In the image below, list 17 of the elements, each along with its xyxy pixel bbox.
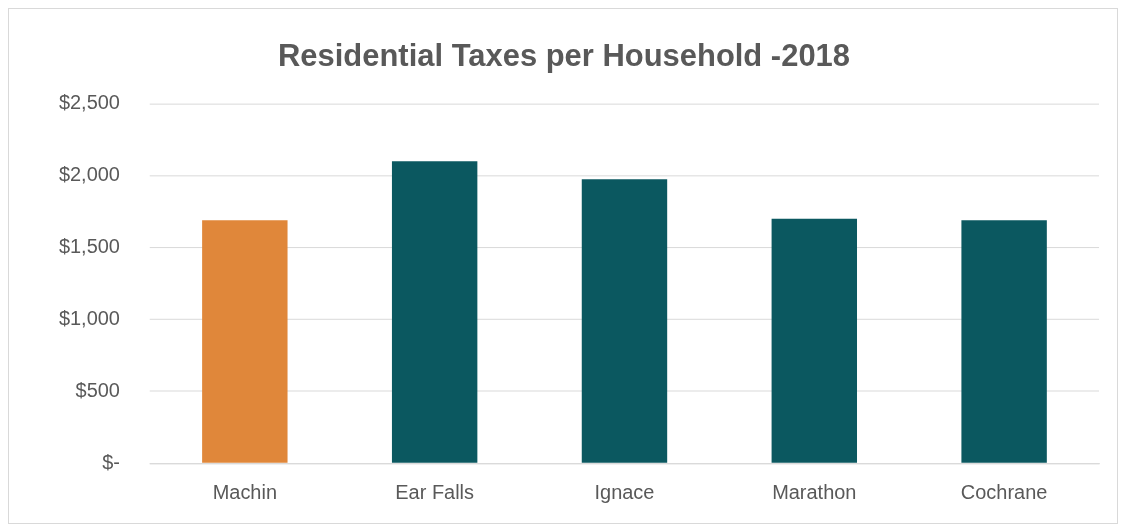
y-tick-label: $500: [75, 378, 120, 401]
bar: [391, 161, 478, 463]
bar: [581, 179, 668, 463]
y-tick-label: $-: [102, 450, 120, 473]
x-tick-label: Cochrane: [960, 480, 1048, 503]
chart-title: Residential Taxes per Household -2018: [278, 37, 850, 73]
x-tick-label: Machin: [212, 480, 277, 503]
y-tick-label: $2,000: [58, 163, 120, 186]
y-tick-label: $1,500: [58, 235, 120, 258]
x-tick-label: Ignace: [594, 480, 655, 503]
bar: [961, 220, 1047, 463]
bar: [771, 218, 858, 463]
bar: [202, 220, 288, 463]
x-tick-label: Marathon: [772, 480, 857, 503]
y-tick-label: $2,500: [58, 91, 120, 114]
x-tick-label: Ear Falls: [395, 480, 475, 503]
y-tick-label: $1,000: [58, 306, 120, 329]
